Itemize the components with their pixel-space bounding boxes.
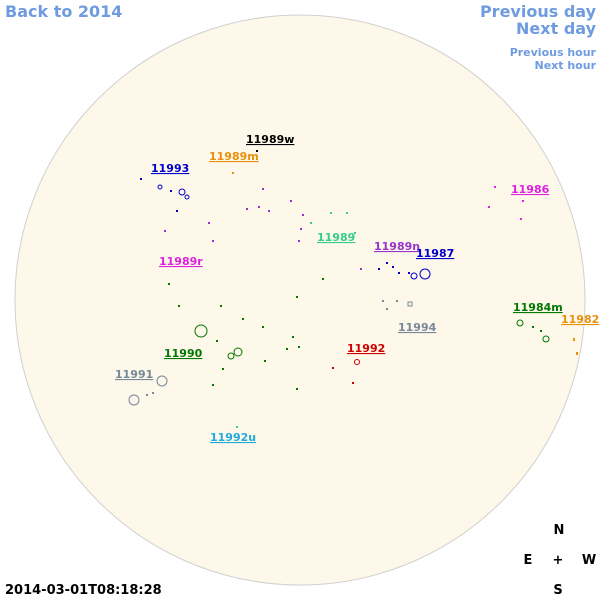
- region-label[interactable]: 11986: [511, 183, 550, 196]
- region-label[interactable]: 11992u: [210, 431, 256, 444]
- solar-disk: [14, 14, 586, 586]
- region-label[interactable]: 11991: [115, 368, 153, 381]
- spots: [128, 150, 578, 428]
- region-label[interactable]: 11989m: [209, 150, 259, 163]
- region-label[interactable]: 11989: [317, 231, 355, 244]
- region-label[interactable]: 11992: [347, 342, 385, 355]
- region-label[interactable]: 11987: [416, 247, 454, 260]
- region-label[interactable]: 11984m: [513, 301, 563, 314]
- back-link[interactable]: Back to 2014: [5, 2, 122, 21]
- timestamp: 2014-03-01T08:18:28: [5, 583, 162, 598]
- compass-center: +: [553, 553, 564, 568]
- region-label[interactable]: 11990: [164, 347, 203, 360]
- compass: N E + W S: [524, 523, 597, 598]
- region-label[interactable]: 11982: [561, 313, 599, 326]
- compass-south: S: [553, 583, 562, 598]
- region-label[interactable]: 11993: [151, 162, 189, 175]
- region-label[interactable]: 11989n: [374, 240, 420, 253]
- region-label[interactable]: 11989r: [159, 255, 203, 268]
- compass-west: W: [582, 553, 596, 568]
- next-day-link[interactable]: Next day: [516, 19, 597, 38]
- next-hour-link[interactable]: Next hour: [535, 59, 597, 72]
- previous-hour-link[interactable]: Previous hour: [510, 46, 597, 59]
- region-label[interactable]: 11989w: [246, 133, 294, 146]
- previous-day-link[interactable]: Previous day: [480, 2, 597, 21]
- region-labels: 11989w 11989m 11993 11986 11989 11989n 1…: [115, 133, 599, 444]
- compass-north: N: [554, 523, 565, 538]
- compass-east: E: [524, 553, 533, 568]
- region-label[interactable]: 11994: [398, 321, 437, 334]
